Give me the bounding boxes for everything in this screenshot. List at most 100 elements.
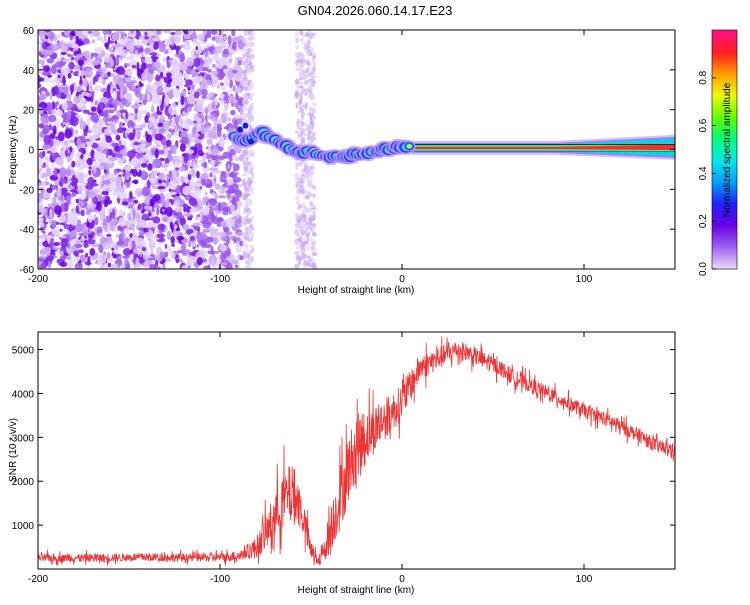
spectrogram-noise-blob: [38, 221, 45, 228]
spectrogram-noise-blob: [312, 52, 317, 57]
spectrogram-noise-blob: [243, 86, 248, 91]
spectrogram-noise-blob: [183, 205, 187, 213]
spectrogram-noise-blob: [38, 185, 42, 190]
spectrogram-noise-blob: [59, 222, 66, 226]
spectrogram-noise-blob: [144, 36, 150, 40]
spectrogram-noise-blob: [166, 30, 172, 34]
colorbar-band: [712, 205, 737, 208]
spectrogram-noise-blob: [46, 49, 54, 56]
spectrogram-noise-blob: [80, 192, 85, 201]
spectrogram-noise-blob: [67, 139, 71, 144]
spectrogram-noise-blob: [300, 246, 305, 251]
spectrogram-noise-blob: [85, 182, 94, 190]
spectrogram-noise-blob: [78, 184, 82, 192]
spectrogram-noise-blob: [251, 234, 254, 242]
spectrogram-noise-blob: [47, 255, 54, 261]
spectrogram-noise-blob: [220, 262, 228, 266]
spectrogram-noise-blob: [297, 256, 303, 262]
spectrogram-noise-blob: [164, 147, 169, 158]
spectrogram-noise-blob: [148, 116, 156, 124]
snr-y-tick-label: 3000: [12, 433, 35, 444]
spectrogram-noise-blob: [305, 195, 311, 200]
spectrogram-noise-blob: [60, 238, 69, 248]
spectrogram-noise-blob: [56, 168, 60, 174]
spectrogram-noise-blob: [154, 141, 160, 145]
spectrogram-noise-blob: [220, 93, 225, 99]
spectrogram-noise-blob: [59, 179, 68, 183]
spectrogram-noise-blob: [187, 84, 196, 88]
spectrogram-noise-blob: [75, 30, 84, 37]
spectrogram-noise-blob: [116, 241, 125, 246]
spectrogram-noise-blob: [110, 255, 114, 263]
colorbar-band: [712, 39, 737, 43]
spectrogram-noise-blob: [82, 38, 90, 45]
spectrogram-noise-blob: [299, 224, 303, 232]
spectrogram-noise-blob: [169, 221, 173, 230]
spectrogram-noise-blob: [232, 84, 236, 92]
colorbar-band: [712, 227, 737, 230]
spectrogram-noise-blob: [106, 84, 111, 93]
spectrogram-noise-blob: [93, 188, 101, 194]
spectrogram-noise-blob: [118, 217, 127, 227]
spectrogram-noise-blob: [75, 161, 81, 168]
spectrogram-noise-blob: [47, 235, 51, 245]
colorbar-band: [712, 99, 737, 103]
spectrogram-noise-blob: [242, 93, 246, 101]
spectrogram-noise-blob: [174, 207, 183, 213]
spectrogram-noise-blob: [47, 74, 52, 78]
spectrogram-noise-blob: [302, 41, 306, 46]
spectrogram-noise-blob: [195, 126, 201, 138]
spectrogram-noise-blob: [245, 251, 248, 255]
spectrogram-noise-blob: [221, 114, 228, 124]
colorbar-band: [712, 93, 737, 97]
spectrogram-noise-blob: [114, 43, 122, 48]
spectrogram-noise-blob: [187, 94, 196, 105]
spectrogram-noise-blob: [294, 250, 300, 256]
spectrogram-noise-blob: [152, 84, 159, 90]
colorbar-band: [712, 233, 737, 236]
spectrogram-noise-blob: [149, 194, 153, 198]
colorbar-band: [712, 165, 737, 169]
spectrogram-noise-blob: [157, 85, 164, 94]
spectrogram-noise-blob: [297, 55, 300, 60]
spectrogram-noise-blob: [113, 228, 120, 233]
spectrogram-noise-blob: [313, 194, 316, 199]
spectrogram-noise-blob: [243, 156, 247, 164]
snr-y-tick-label: 5000: [12, 346, 35, 357]
spectrogram-noise-blob: [165, 198, 170, 209]
spectrogram-noise-blob: [137, 157, 147, 165]
spectrogram-noise-blob: [296, 120, 301, 127]
snr-x-tick-label: 100: [576, 574, 593, 585]
spectrogram-noise-blob: [84, 67, 93, 79]
colorbar-band: [712, 195, 737, 198]
spectrogram-noise-blob: [124, 258, 129, 265]
spectrogram-noise-blob: [307, 180, 312, 185]
spectrogram-noise-blob: [298, 77, 303, 80]
spectrogram-noise-blob: [199, 213, 203, 222]
spectrogram-noise-blob: [179, 155, 183, 161]
spectrogram-noise-blob: [228, 176, 234, 186]
spectrogram-noise-blob: [205, 236, 214, 243]
spectrogram-noise-blob: [57, 131, 65, 142]
spectrogram-noise-blob: [38, 264, 43, 269]
spectrogram-noise-blob: [163, 40, 173, 45]
spectrogram-noise-blob: [108, 109, 115, 114]
spectrogram-noise-blob: [215, 45, 221, 54]
spectrogram-x-tick-label: 0: [399, 274, 405, 285]
colorbar-band: [712, 81, 737, 85]
colorbar-band: [712, 31, 737, 35]
spectrogram-noise-blob: [161, 214, 166, 219]
spectrogram-noise-blob: [87, 228, 90, 233]
spectrogram-noise-blob: [106, 251, 111, 260]
spectrogram-noise-blob: [65, 264, 73, 268]
spectrogram-noise-blob: [75, 198, 79, 204]
spectrogram-noise-blob: [163, 130, 170, 135]
spectrogram-noise-blob: [55, 200, 63, 204]
spectrogram-noise-blob: [207, 146, 212, 155]
colorbar-band: [712, 117, 737, 121]
spectrogram-noise-blob: [208, 92, 214, 97]
spectrogram-noise-blob: [296, 200, 300, 205]
spectrogram-noise-blob: [53, 85, 60, 95]
spectrogram-noise-blob: [59, 250, 64, 257]
